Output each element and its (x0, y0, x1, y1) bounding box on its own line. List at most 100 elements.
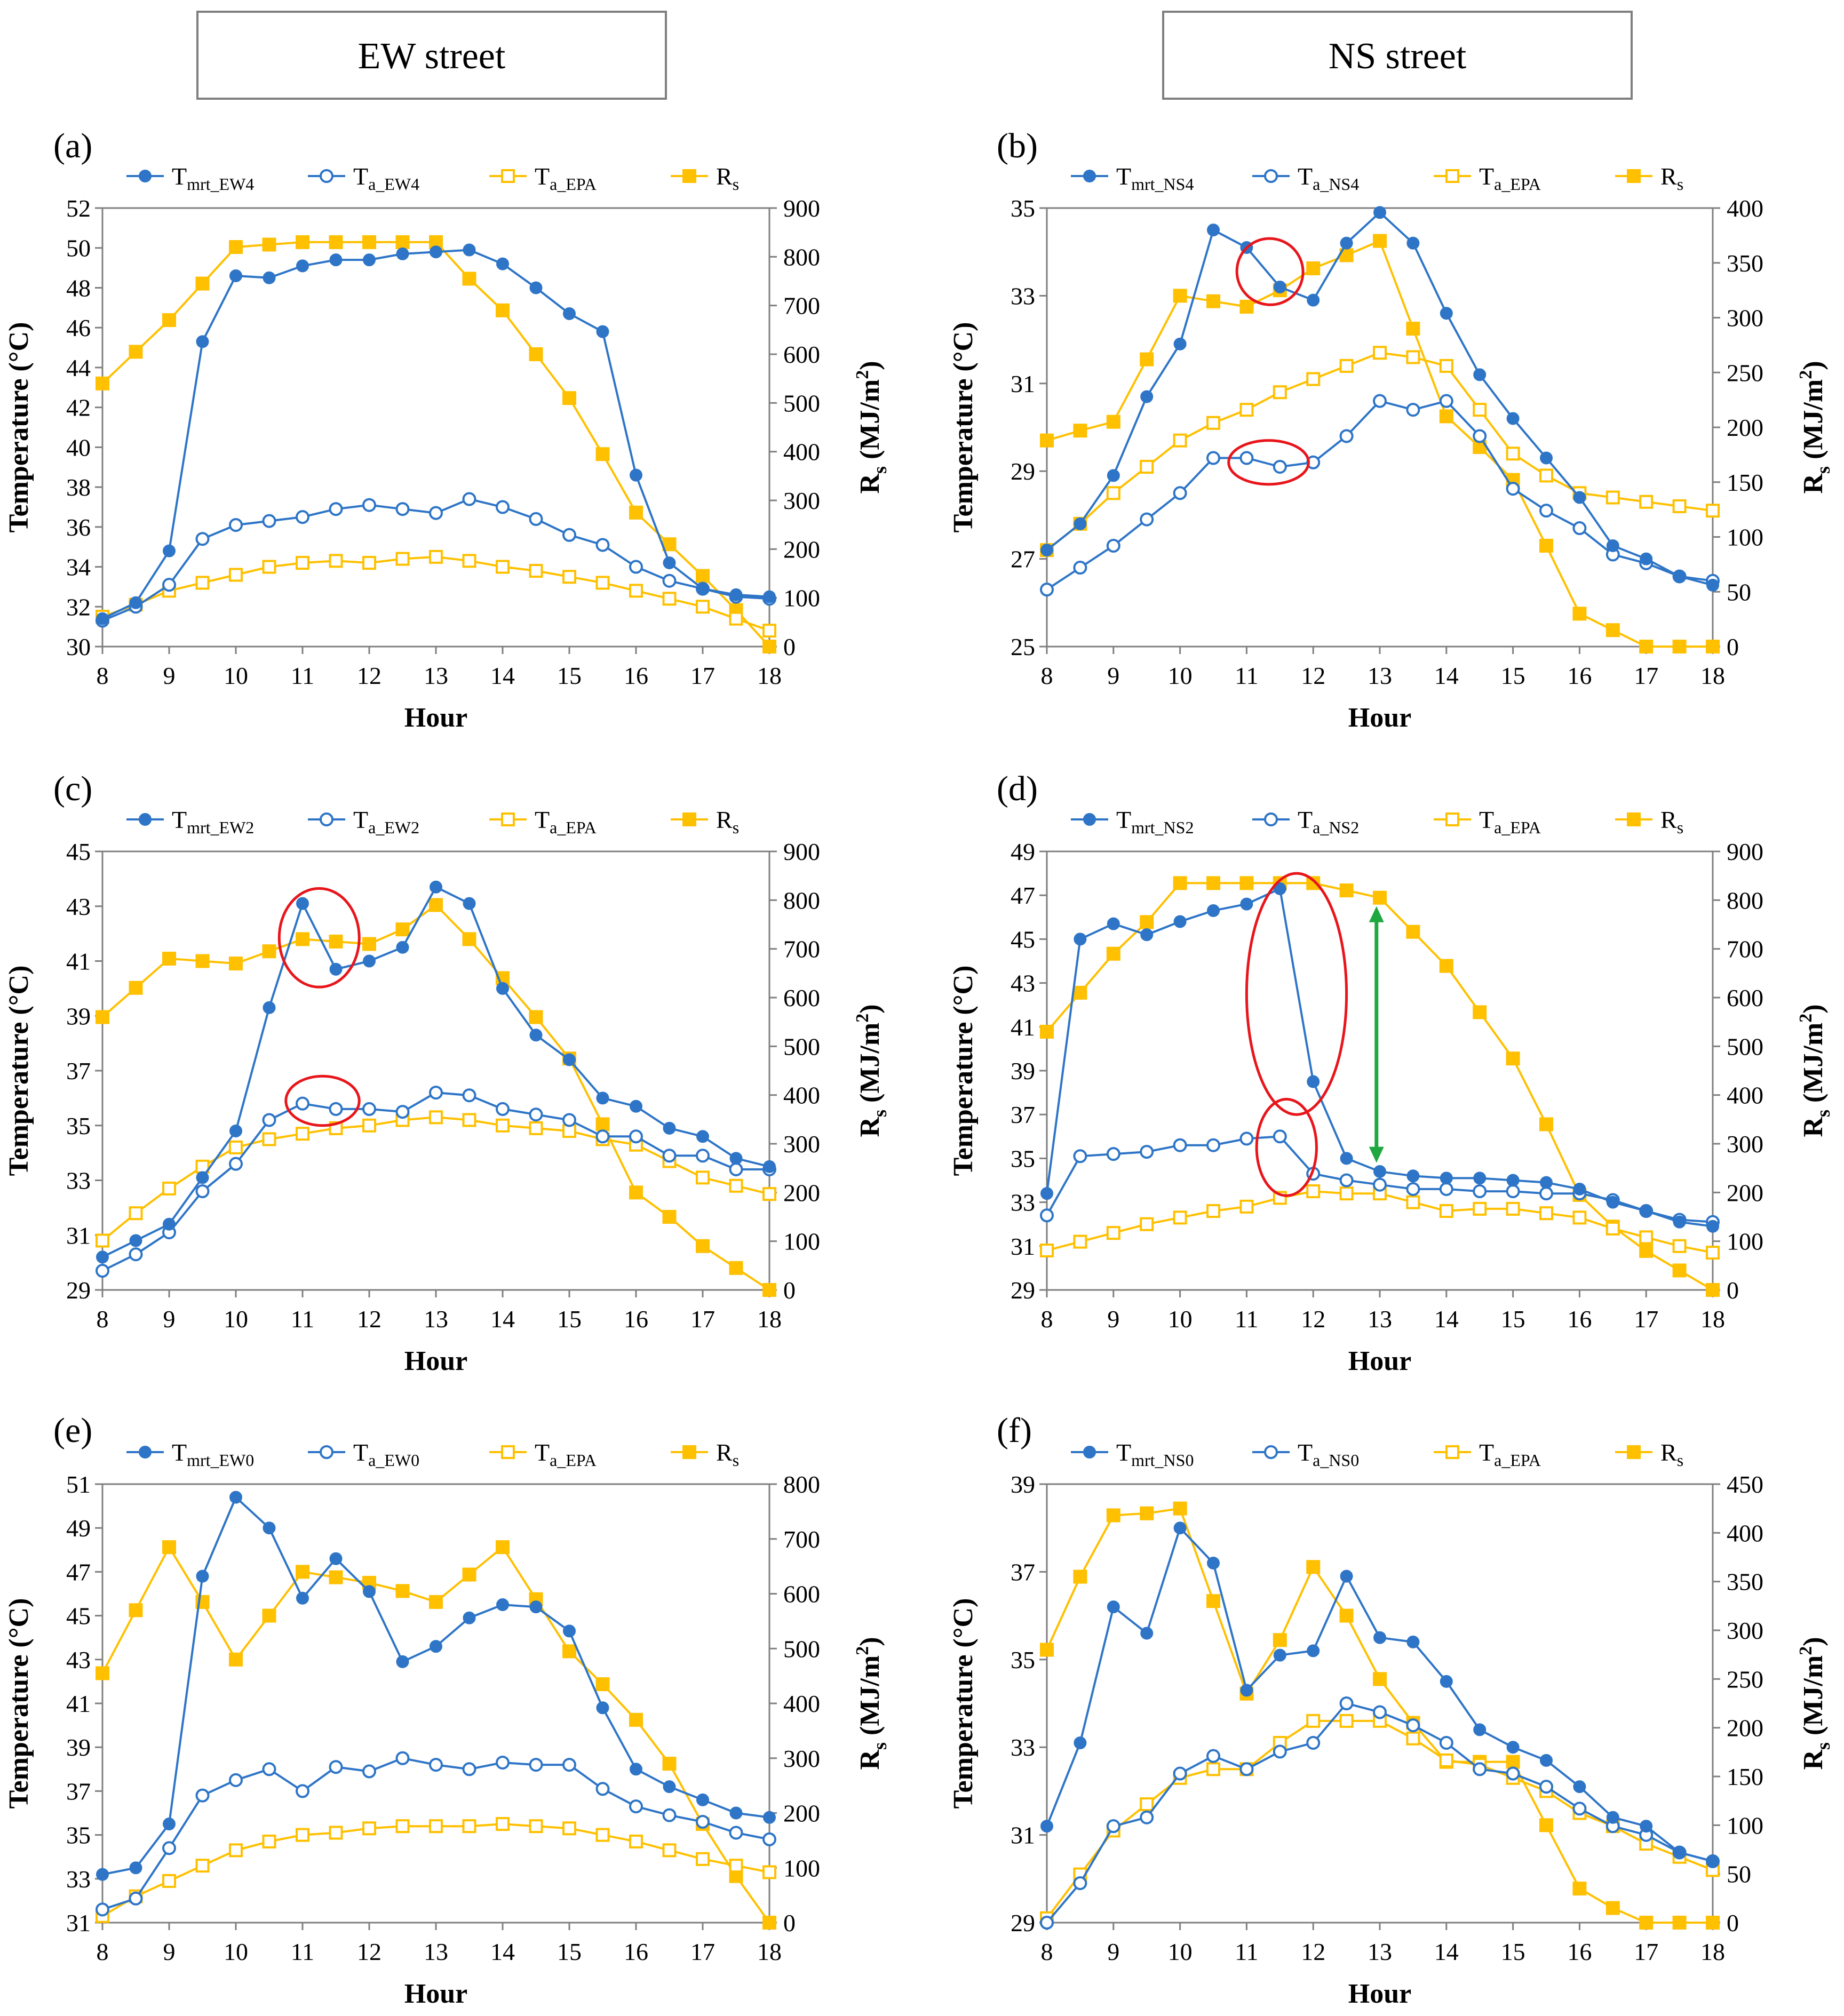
data-point-tmrt (1606, 1811, 1619, 1824)
data-point-ta (1173, 1138, 1187, 1152)
data-point-tmrt (329, 253, 343, 267)
data-point-tmrt (163, 1818, 176, 1831)
plot-area-border (1046, 1483, 1714, 1924)
legend-marker (139, 1446, 152, 1459)
data-point-rs (229, 240, 243, 254)
data-point-tmrt (229, 1491, 242, 1504)
data-point-ta_epa (1639, 1230, 1654, 1245)
legend-label: Ta_EPA (535, 163, 597, 194)
data-point-tmrt (496, 982, 509, 995)
y2-tick-label: 500 (783, 1635, 820, 1662)
data-point-ta_epa (1473, 1201, 1487, 1216)
data-point-ta (1572, 1802, 1587, 1816)
data-point-ta (595, 538, 610, 552)
y2-tick-label: 300 (783, 487, 820, 514)
legend-marker (139, 813, 152, 826)
data-point-ta (1406, 1182, 1420, 1196)
data-point-ta_epa (1339, 358, 1354, 373)
data-point-ta (162, 578, 176, 592)
data-point-ta (1273, 459, 1287, 474)
data-point-ta (1572, 521, 1587, 536)
y-tick-label: 52 (66, 195, 91, 222)
data-point-ta (462, 1088, 476, 1103)
data-point-ta (729, 1826, 743, 1840)
y-tick-label: 41 (66, 1690, 91, 1717)
x-tick-label: 15 (557, 1305, 582, 1333)
x-tick-label: 8 (1041, 1305, 1053, 1333)
data-point-tmrt (1273, 1648, 1286, 1662)
data-point-ta_epa (262, 1132, 276, 1146)
plot-area-border (1046, 207, 1714, 648)
y2-tick-label: 250 (1727, 359, 1763, 386)
data-point-rs (1572, 1882, 1587, 1896)
y2-axis-label: Rs (MJ/m2) (1796, 361, 1834, 493)
data-point-tmrt (529, 281, 543, 294)
y-tick-label: 31 (1011, 1822, 1035, 1849)
data-point-ta_epa (1206, 1204, 1220, 1218)
y-tick-label: 44 (66, 354, 91, 381)
data-point-ta_epa (1206, 1762, 1220, 1776)
data-point-rs (1206, 294, 1220, 308)
data-point-tmrt (129, 1861, 142, 1875)
data-point-rs (162, 1540, 176, 1555)
data-point-ta (462, 1762, 476, 1776)
data-point-ta (362, 1102, 376, 1116)
data-point-tmrt (363, 954, 376, 968)
y-axis-label: Temperature (°C) (4, 1598, 34, 1809)
y-tick-label: 35 (66, 1822, 91, 1849)
y2-tick-label: 100 (1727, 1812, 1763, 1839)
data-point-tmrt (129, 596, 142, 609)
y-tick-label: 29 (1011, 1277, 1035, 1304)
x-tick-label: 14 (1434, 1938, 1459, 1965)
data-point-ta_epa (1339, 1186, 1354, 1201)
data-point-ta_epa (1506, 447, 1520, 461)
data-point-ta_epa (1439, 1204, 1453, 1218)
y-tick-label: 34 (66, 554, 91, 581)
data-point-ta (1040, 1916, 1054, 1930)
data-point-rs (1140, 1506, 1154, 1520)
legend-label: Rs (1660, 163, 1683, 194)
data-point-ta (262, 1113, 276, 1127)
x-tick-label: 18 (757, 1938, 782, 1965)
data-point-tmrt (196, 1569, 209, 1583)
y2-tick-label: 0 (783, 1277, 796, 1304)
y-tick-label: 41 (66, 948, 91, 975)
data-point-ta (662, 1808, 677, 1822)
x-tick-label: 9 (163, 1938, 176, 1965)
data-point-rs (1306, 261, 1321, 276)
y-axis-label: Temperature (°C) (4, 966, 34, 1176)
y2-tick-label: 200 (783, 536, 820, 563)
data-point-ta_epa (1239, 1199, 1254, 1214)
chart-panel: (e) 31 33 35 37 39 41 43 45 47 49 51 0 100 200 300 400 50… (4, 1411, 891, 2009)
data-point-tmrt (1074, 933, 1087, 946)
y-tick-label: 33 (66, 1167, 91, 1194)
data-point-rs (1605, 1901, 1620, 1915)
data-point-ta (1339, 1696, 1354, 1710)
series-line-rs (1046, 239, 1713, 648)
data-point-rs (1439, 959, 1453, 973)
data-point-ta (1339, 1173, 1354, 1188)
data-point-tmrt (696, 1130, 709, 1143)
y2-tick-label: 200 (1727, 1179, 1763, 1206)
panel-label: (f) (997, 1411, 1032, 1450)
data-point-ta_epa (1439, 1753, 1453, 1767)
data-point-tmrt (1373, 1165, 1386, 1178)
legend-marker (682, 1445, 696, 1459)
data-point-tmrt (329, 1552, 343, 1565)
data-point-tmrt (529, 1029, 543, 1042)
data-point-ta_epa (1106, 1226, 1120, 1240)
x-tick-label: 11 (1235, 1305, 1258, 1333)
data-point-ta (1206, 1138, 1220, 1152)
data-point-tmrt (496, 257, 509, 270)
y2-tick-label: 100 (783, 585, 820, 612)
data-point-ta_epa (296, 556, 309, 570)
data-point-rs (229, 1652, 243, 1667)
data-point-rs (1206, 876, 1220, 890)
y2-tick-label: 800 (1727, 887, 1763, 914)
data-point-ta_epa (1406, 1731, 1420, 1746)
data-point-rs (1106, 1508, 1120, 1523)
data-point-ta_epa (529, 1121, 543, 1135)
data-point-ta_epa (429, 1110, 443, 1125)
data-point-ta (629, 1129, 643, 1144)
